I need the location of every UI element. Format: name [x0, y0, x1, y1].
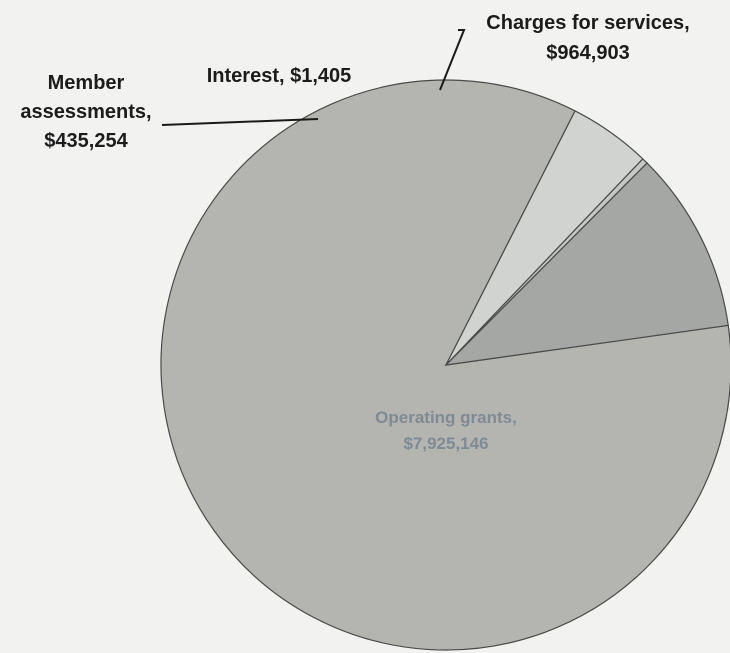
slice-label-charges-line-1: $964,903: [546, 42, 629, 64]
slice-label-assessments-line-1: assessments,: [20, 101, 151, 123]
slice-label-interest-line-0: Interest, $1,405: [207, 65, 352, 87]
slice-label-charges: Charges for services, $964,903: [486, 12, 689, 64]
slice-label-assessments-line-2: $435,254: [44, 130, 128, 152]
leader-line-assessments: [161, 118, 319, 126]
slice-label-assessments-line-0: Member: [48, 72, 125, 94]
slice-label-charges-line-0: Charges for services,: [486, 12, 689, 34]
pie-labels: Operating grants, $7,925,146 Member assessm…: [20, 12, 689, 453]
pie-slices: [160, 79, 730, 651]
slice-label-assessments: Member assessments, $435,254: [20, 72, 151, 152]
leader-line-charges: [439, 29, 466, 91]
slice-label-interest: Interest, $1,405: [207, 65, 352, 87]
slice-label-operating-line-1: $7,925,146: [403, 434, 488, 453]
pie-slice-charges: [444, 162, 729, 366]
slice-label-operating-line-0: Operating grants,: [375, 408, 517, 427]
slice-label-operating: Operating grants, $7,925,146: [375, 408, 517, 453]
